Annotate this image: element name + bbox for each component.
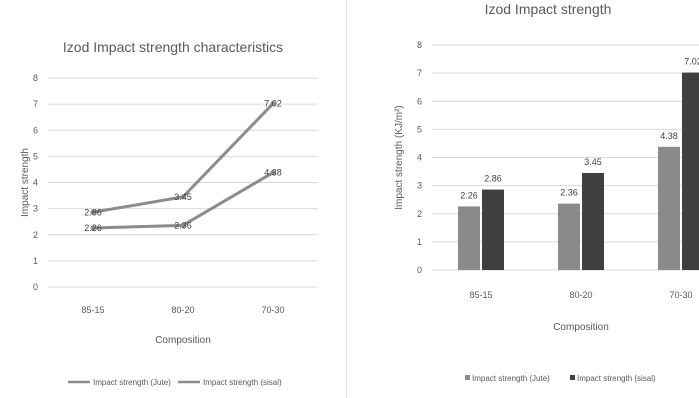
bar — [558, 203, 580, 270]
x-tick-label: 70-30 — [261, 305, 284, 315]
data-label: 2.36 — [560, 188, 578, 198]
y-tick-label: 4 — [33, 178, 38, 188]
y-axis-label: Impact strength — [20, 148, 31, 217]
legend-label: Impact strength (Jute) — [472, 374, 550, 383]
data-label: 3.45 — [584, 157, 602, 167]
data-point — [180, 194, 186, 200]
line-chart: Izod Impact strength characteristics 0 1 2 3… — [20, 39, 318, 387]
data-label: 2.26 — [84, 223, 102, 233]
data-label: 7.02 — [684, 57, 699, 67]
data-label: 3.45 — [174, 192, 192, 202]
data-label: 2.26 — [460, 190, 478, 200]
y-tick-label: 3 — [33, 204, 38, 214]
y-tick-label: 1 — [417, 237, 422, 247]
line-chart-panel: Izod Impact strength characteristics 0 1 2 3… — [0, 0, 347, 398]
y-tick-label: 8 — [33, 73, 38, 83]
y-tick-label: 2 — [33, 230, 38, 240]
y-tick-label: 7 — [33, 99, 38, 109]
y-axis-label: Impact strength (KJ/m²) — [394, 105, 405, 209]
data-label: 2.36 — [174, 220, 192, 230]
data-label: 7.02 — [264, 99, 282, 109]
data-point — [90, 209, 96, 215]
data-label: 2.86 — [84, 207, 102, 217]
legend-swatch — [570, 375, 575, 380]
x-tick-label: 80-20 — [569, 290, 592, 300]
chart-title: Izod Impact strength — [485, 1, 612, 17]
y-tick-label: 5 — [417, 124, 422, 134]
y-tick-label: 1 — [33, 256, 38, 266]
x-tick-label: 80-20 — [171, 305, 194, 315]
y-tick-label: 0 — [33, 282, 38, 292]
x-tick-label: 70-30 — [669, 290, 692, 300]
data-label: 2.86 — [484, 174, 502, 184]
y-tick-label: 2 — [417, 209, 422, 219]
legend-label: Impact strength (sisal) — [577, 374, 656, 383]
y-tick-label: 7 — [417, 68, 422, 78]
x-axis-label: Composition — [553, 322, 609, 333]
bar — [682, 72, 699, 270]
x-tick-label: 85-15 — [81, 305, 104, 315]
data-point — [90, 225, 96, 231]
y-tick-label: 6 — [417, 96, 422, 106]
y-tick-label: 4 — [417, 153, 422, 163]
data-point — [180, 222, 186, 228]
y-tick-label: 3 — [417, 181, 422, 191]
x-tick-label: 85-15 — [469, 290, 492, 300]
bar-chart: Izod Impact strength 0 1 2 3 4 5 6 7 8 85-15 80-20 7… — [394, 1, 699, 383]
legend-label: Impact strength (sisal) — [203, 378, 282, 387]
data-point — [270, 170, 276, 176]
x-axis-label: Composition — [155, 335, 211, 346]
data-point — [270, 101, 276, 107]
y-tick-label: 6 — [33, 125, 38, 135]
bar — [582, 172, 604, 270]
bar — [482, 189, 504, 270]
y-tick-label: 8 — [417, 40, 422, 50]
bar — [658, 146, 680, 270]
y-tick-label: 5 — [33, 151, 38, 161]
y-tick-label: 0 — [417, 265, 422, 275]
bar-chart-panel: Izod Impact strength 0 1 2 3 4 5 6 7 8 85-15 80-20 7… — [380, 0, 699, 398]
bar — [458, 206, 480, 270]
legend-swatch — [465, 375, 470, 380]
legend-label: Impact strength (Jute) — [93, 378, 171, 387]
data-label: 4.38 — [264, 168, 282, 178]
chart-title: Izod Impact strength characteristics — [63, 39, 283, 55]
data-label: 4.38 — [660, 131, 678, 141]
